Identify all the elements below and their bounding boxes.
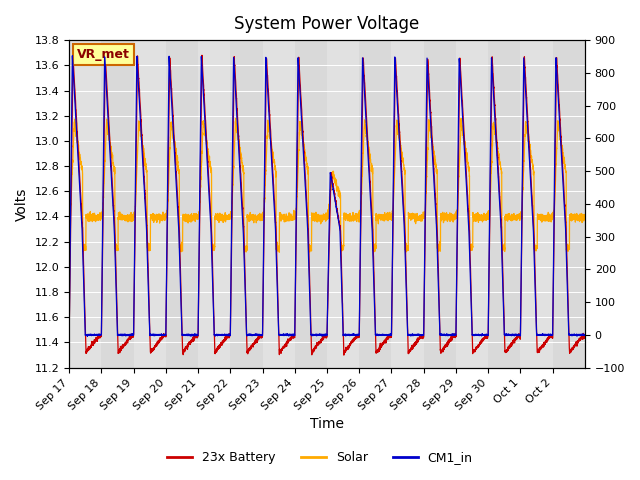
Text: VR_met: VR_met [77,48,130,61]
Bar [262,40,295,368]
Solar [380,214,388,220]
Line: 23x Battery: 23x Battery [69,55,585,355]
Bar [456,40,488,368]
Line: Solar: Solar [69,118,585,252]
Solar [459,128,467,134]
CM1_in [366,186,374,192]
Solar [83,212,91,217]
CM1_in [264,85,271,91]
23x Battery [581,333,589,338]
CM1_in [581,332,589,338]
Bar [166,40,198,368]
Bar [392,40,424,368]
23x Battery [83,346,91,352]
Bar [295,40,327,368]
CM1_in [308,332,316,338]
CM1_in [65,333,73,338]
CM1_in [459,117,467,122]
Solar [581,212,589,217]
CM1_in [83,332,91,337]
Title: System Power Voltage: System Power Voltage [234,15,420,33]
Solar [65,210,73,216]
Bar [134,40,166,368]
CM1_in [84,334,92,339]
Bar [198,40,230,368]
X-axis label: Time: Time [310,418,344,432]
CM1_in [68,53,76,59]
Bar [520,40,553,368]
23x Battery [198,52,206,58]
23x Battery [340,352,348,358]
23x Battery [264,73,271,79]
Solar [308,210,316,216]
Bar [424,40,456,368]
Solar [241,250,248,255]
Bar [327,40,359,368]
23x Battery [366,176,374,181]
Bar [359,40,392,368]
23x Battery [459,105,467,111]
Legend: 23x Battery, Solar, CM1_in: 23x Battery, Solar, CM1_in [163,446,477,469]
23x Battery [65,333,73,338]
23x Battery [380,338,388,344]
Bar [230,40,262,368]
Bar [553,40,585,368]
CM1_in [380,332,388,337]
Solar [232,115,239,121]
Y-axis label: Volts: Volts [15,187,29,221]
23x Battery [308,350,316,356]
Solar [366,151,374,156]
Bar [69,40,101,368]
Line: CM1_in: CM1_in [69,56,585,336]
Bar [101,40,134,368]
Solar [264,122,271,128]
Bar [488,40,520,368]
